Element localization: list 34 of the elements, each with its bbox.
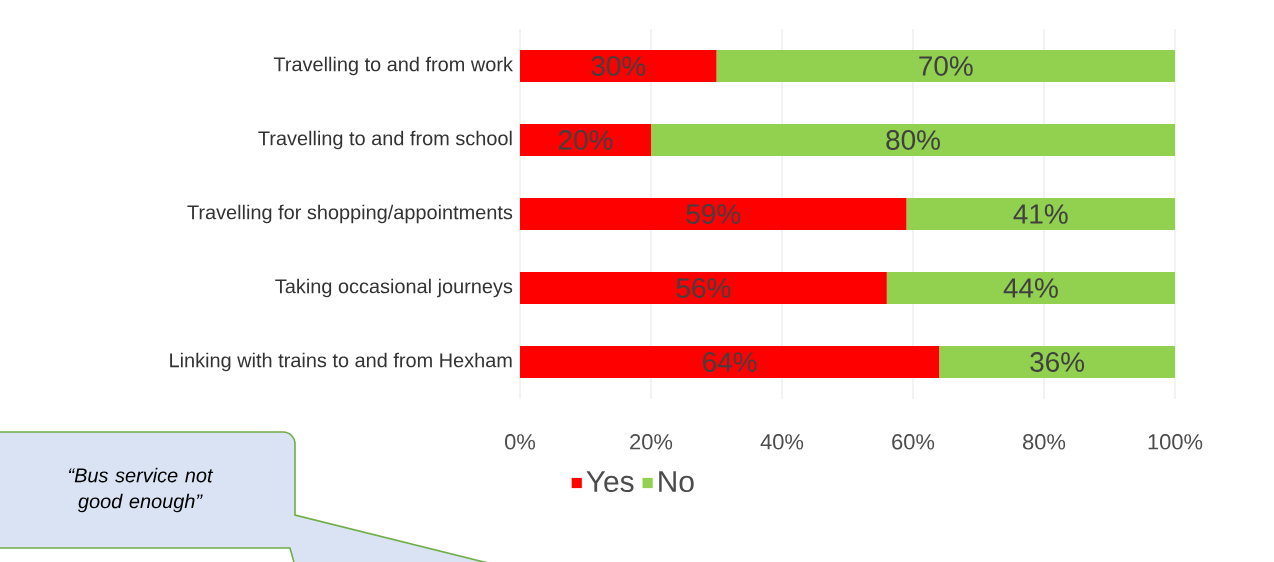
bar: [939, 346, 1176, 379]
x-tick-label: 40%: [760, 434, 804, 450]
data-label: 80%: [886, 130, 940, 150]
text: “Bus service not good enough”: [68, 467, 214, 513]
bar: [716, 50, 1176, 83]
data-label: 41%: [1013, 204, 1068, 224]
data-label: 56%: [676, 278, 731, 298]
data-label: 30%: [591, 56, 646, 76]
x-tick-label: 20%: [630, 434, 673, 450]
legend-label: Yes: [586, 471, 634, 493]
bar: [651, 124, 1176, 157]
legend-label: No: [659, 471, 694, 493]
x-tick-label: 80%: [1023, 434, 1066, 450]
x-tick-label: 60%: [892, 434, 935, 450]
data-label: 70%: [919, 56, 973, 76]
bar: [520, 50, 717, 83]
y-tick-label: Travelling to and from work: [273, 56, 513, 76]
y-tick-label: Travelling to and from school: [258, 130, 512, 150]
data-label: 36%: [1030, 352, 1085, 372]
y-tick-label: Linking with trains to and from Hexham: [170, 352, 512, 372]
bar: [906, 198, 1176, 231]
data-label: 64%: [703, 352, 757, 372]
bar: [520, 124, 651, 157]
x-tick-label: 100%: [1148, 434, 1203, 450]
bar: [520, 198, 907, 231]
x-tick-label: 0%: [505, 434, 536, 450]
data-label: 59%: [686, 204, 741, 224]
bar: [886, 272, 1176, 305]
y-tick-label: Travelling for shopping/appointments: [187, 204, 513, 224]
data-label: 44%: [1003, 278, 1058, 298]
data-label: 20%: [559, 130, 613, 150]
y-tick-label: Taking occasional journeys: [275, 278, 513, 298]
bar: [520, 272, 887, 305]
bar: [520, 346, 940, 379]
